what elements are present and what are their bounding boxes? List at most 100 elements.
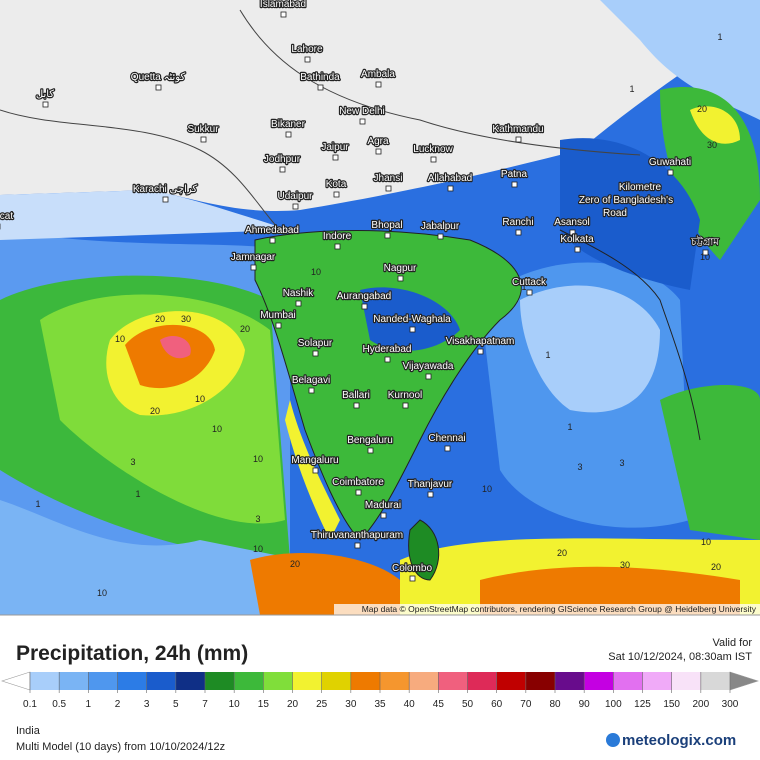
city-marker bbox=[384, 232, 391, 239]
city-marker bbox=[312, 350, 319, 357]
city-marker bbox=[477, 348, 484, 355]
contour-label: 10 bbox=[195, 394, 205, 404]
city-label: Bikaner bbox=[271, 119, 306, 130]
city-label: Allahabad bbox=[428, 173, 472, 184]
city-marker bbox=[569, 229, 576, 236]
city-marker bbox=[425, 373, 432, 380]
colorbar-swatch bbox=[584, 672, 614, 690]
colorbar-swatch bbox=[117, 672, 147, 690]
attribution-bg bbox=[334, 604, 760, 615]
colorbar-tick-label: 300 bbox=[722, 699, 739, 710]
colorbar-swatch bbox=[613, 672, 643, 690]
city-label: Belagavi bbox=[292, 375, 330, 386]
contour-label: 10 bbox=[212, 424, 222, 434]
city-marker bbox=[317, 84, 324, 91]
brand-icon bbox=[606, 733, 620, 747]
colorbar-tick-label: 150 bbox=[663, 699, 680, 710]
contour-label: 1 bbox=[567, 422, 572, 432]
contour-label: 20 bbox=[155, 314, 165, 324]
contour-label: 10 bbox=[701, 537, 711, 547]
contour-label: 20 bbox=[290, 559, 300, 569]
city-label: Chennai bbox=[428, 433, 465, 444]
colorbar-tick-label: 60 bbox=[491, 699, 503, 710]
colorbar-swatch bbox=[700, 672, 730, 690]
brand[interactable]: meteologix.com bbox=[622, 732, 736, 749]
contour-label: 20 bbox=[150, 406, 160, 416]
contour-label: 1 bbox=[629, 84, 634, 94]
city-label: Bathinda bbox=[300, 72, 340, 83]
city-label: Zero of Bangladesh's bbox=[579, 195, 673, 206]
colorbar-tick-label: 50 bbox=[462, 699, 474, 710]
city-marker bbox=[409, 326, 416, 333]
city-marker bbox=[155, 84, 162, 91]
city-marker bbox=[275, 322, 282, 329]
city-marker bbox=[375, 81, 382, 88]
city-labels: Islamabad Lahore Quetta کوئٹہ Bathinda Ambal… bbox=[0, 0, 720, 582]
city-marker bbox=[430, 156, 437, 163]
city-marker bbox=[409, 575, 416, 582]
city-label: Islamabad bbox=[260, 0, 306, 10]
colorbar-tick-label: 100 bbox=[605, 699, 622, 710]
city-marker bbox=[304, 56, 311, 63]
contour-label: 20 bbox=[240, 324, 250, 334]
city-label: Quetta کوئٹہ bbox=[131, 72, 186, 83]
city-marker bbox=[380, 512, 387, 519]
contour-label: 3 bbox=[619, 458, 624, 468]
valid-time: Sat 10/12/2024, 08:30am IST bbox=[608, 651, 752, 663]
city-label: Guwahati bbox=[649, 157, 691, 168]
city-marker bbox=[359, 118, 366, 125]
city-marker bbox=[312, 467, 319, 474]
city-label: Muscat bbox=[0, 211, 13, 222]
colorbar-tick-label: 20 bbox=[287, 699, 299, 710]
colorbar-tick-label: 0.1 bbox=[23, 699, 37, 710]
contour-label: 10 bbox=[311, 267, 321, 277]
city-label: Vijayawada bbox=[403, 361, 454, 372]
contour-label: 10 bbox=[482, 484, 492, 494]
city-label: Aurangabad bbox=[337, 291, 392, 302]
city-label: Patna bbox=[501, 169, 528, 180]
city-marker bbox=[667, 169, 674, 176]
contour-label: 1 bbox=[717, 32, 722, 42]
colorbar-swatch bbox=[321, 672, 351, 690]
city-marker bbox=[334, 243, 341, 250]
city-marker bbox=[361, 303, 368, 310]
colorbar-tick-label: 1 bbox=[86, 699, 92, 710]
city-label: Jaipur bbox=[321, 142, 349, 153]
contour-label: 1 bbox=[135, 489, 140, 499]
city-label: Mumbai bbox=[260, 310, 296, 321]
city-marker bbox=[292, 203, 299, 210]
colorbar-swatch bbox=[671, 672, 701, 690]
city-label: Kurnool bbox=[388, 390, 422, 401]
colorbar: 0.1 0.5 1 2 3 5 7 10 15 20 25 30 35 40 45 50 60 70 80 90 100… bbox=[1, 671, 759, 710]
city-marker bbox=[42, 101, 49, 108]
city-marker bbox=[437, 233, 444, 240]
city-label: Kota bbox=[326, 179, 347, 190]
colorbar-tick-label: 30 bbox=[345, 699, 357, 710]
colorbar-tick-label: 200 bbox=[692, 699, 709, 710]
city-label: Madurai bbox=[365, 500, 401, 511]
contour-label: 10 bbox=[700, 252, 710, 262]
colorbar-above bbox=[729, 671, 759, 691]
city-marker bbox=[250, 264, 257, 271]
contour-labels: 20 30 10 20 20 10 10 3 1 10 3 1 10 20 10 10 1 1 3 10 20 30 20 1… bbox=[35, 32, 722, 598]
city-label: Jabalpur bbox=[421, 221, 460, 232]
city-label: Nagpur bbox=[384, 263, 417, 274]
colorbar-swatch bbox=[263, 672, 293, 690]
city-label: Karachi کراچی bbox=[133, 184, 198, 195]
city-marker bbox=[427, 491, 434, 498]
city-marker bbox=[385, 185, 392, 192]
colorbar-tick-label: 25 bbox=[316, 699, 328, 710]
city-label: চট্টগ্রাম bbox=[690, 236, 719, 248]
city-label: Hyderabad bbox=[363, 344, 412, 355]
colorbar-swatch bbox=[59, 672, 89, 690]
city-label: Lahore bbox=[291, 44, 323, 55]
colorbar-swatch bbox=[175, 672, 205, 690]
city-marker bbox=[269, 237, 276, 244]
city-label: Kilometre bbox=[619, 182, 662, 193]
city-marker bbox=[511, 181, 518, 188]
city-label: Lucknow bbox=[413, 144, 453, 155]
colorbar-tick-label: 125 bbox=[634, 699, 651, 710]
city-label: Ambala bbox=[361, 69, 395, 80]
city-label: Ahmedabad bbox=[245, 225, 299, 236]
city-label: Nashik bbox=[283, 288, 315, 299]
